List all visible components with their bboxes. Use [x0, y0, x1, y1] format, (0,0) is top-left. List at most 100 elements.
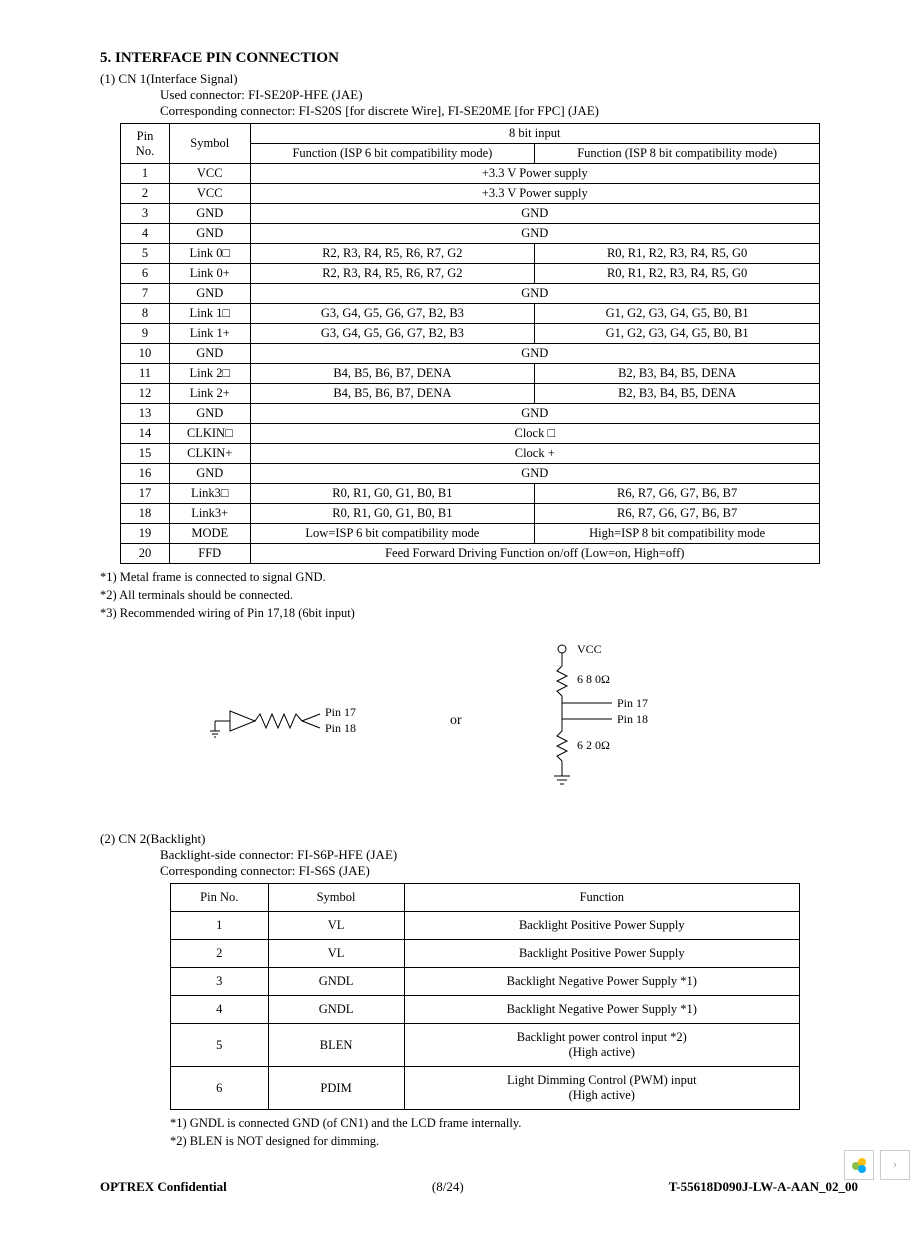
cell-function1: G3, G4, G5, G6, G7, B2, B3: [250, 324, 535, 344]
th-8bit: 8 bit input: [250, 124, 819, 144]
cell-function1: Low=ISP 6 bit compatibility mode: [250, 524, 535, 544]
cell-function1: R2, R3, R4, R5, R6, R7, G2: [250, 264, 535, 284]
wiring-diagram: Pin 17 Pin 18 or VCC 6 8 0Ω Pin 17 Pin 1…: [210, 641, 858, 801]
cell-symbol: VCC: [170, 184, 251, 204]
cell-function1: R0, R1, G0, G1, B0, B1: [250, 484, 535, 504]
corner-controls: ›: [844, 1150, 910, 1180]
cell-function2: R6, R7, G6, G7, B6, B7: [535, 504, 820, 524]
cell-pin: 3: [121, 204, 170, 224]
cell-pin: 3: [171, 968, 269, 996]
cell-symbol: GND: [170, 464, 251, 484]
cell-pin: 4: [171, 996, 269, 1024]
cell-symbol: CLKIN□: [170, 424, 251, 444]
cell-symbol: Link3+: [170, 504, 251, 524]
cell-symbol: PDIM: [268, 1067, 404, 1110]
table-row: 14CLKIN□Clock □: [121, 424, 820, 444]
cell-symbol: VL: [268, 940, 404, 968]
next-page-button[interactable]: ›: [880, 1150, 910, 1180]
cell-function2: B2, B3, B4, B5, DENA: [535, 384, 820, 404]
cell-pin: 11: [121, 364, 170, 384]
cell-symbol: GND: [170, 344, 251, 364]
cell-symbol: CLKIN+: [170, 444, 251, 464]
cell-function: Backlight Negative Power Supply *1): [404, 968, 799, 996]
table-row: 7GNDGND: [121, 284, 820, 304]
cell-function2: R0, R1, R2, R3, R4, R5, G0: [535, 264, 820, 284]
cell-symbol: GND: [170, 284, 251, 304]
table-row: 5Link 0□R2, R3, R4, R5, R6, R7, G2R0, R1…: [121, 244, 820, 264]
table-row: 15CLKIN+Clock +: [121, 444, 820, 464]
cell-symbol: GNDL: [268, 968, 404, 996]
table-row: 5BLENBacklight power control input *2) (…: [171, 1024, 800, 1067]
cell-function: Light Dimming Control (PWM) input (High …: [404, 1067, 799, 1110]
label-r620: 6 2 0Ω: [577, 738, 610, 752]
cell-pin: 19: [121, 524, 170, 544]
footer-left: OPTREX Confidential: [100, 1179, 227, 1195]
cell-function1: G3, G4, G5, G6, G7, B2, B3: [250, 304, 535, 324]
note: *2) BLEN is NOT designed for dimming.: [170, 1134, 858, 1149]
label-pin18: Pin 18: [325, 721, 356, 735]
cell-pin: 9: [121, 324, 170, 344]
cell-symbol: GND: [170, 224, 251, 244]
cell-symbol: GND: [170, 204, 251, 224]
footer-right: T-55618D090J-LW-A-AAN_02_00: [669, 1179, 858, 1195]
cell-pin: 16: [121, 464, 170, 484]
table-row: 18Link3+R0, R1, G0, G1, B0, B1R6, R7, G6…: [121, 504, 820, 524]
cell-function: Backlight power control input *2) (High …: [404, 1024, 799, 1067]
table-row: 1VLBacklight Positive Power Supply: [171, 912, 800, 940]
cell-symbol: GND: [170, 404, 251, 424]
cell-function: GND: [250, 224, 819, 244]
table-row: 3GNDLBacklight Negative Power Supply *1): [171, 968, 800, 996]
cell-function2: R6, R7, G6, G7, B6, B7: [535, 484, 820, 504]
or-label: or: [450, 713, 462, 729]
cell-function1: R0, R1, G0, G1, B0, B1: [250, 504, 535, 524]
cell-function2: R0, R1, R2, R3, R4, R5, G0: [535, 244, 820, 264]
cell-pin: 6: [121, 264, 170, 284]
cell-symbol: BLEN: [268, 1024, 404, 1067]
cell-pin: 5: [171, 1024, 269, 1067]
cell-symbol: VCC: [170, 164, 251, 184]
table-row: 12Link 2+B4, B5, B6, B7, DENAB2, B3, B4,…: [121, 384, 820, 404]
cell-pin: 10: [121, 344, 170, 364]
cn1-heading: (1) CN 1(Interface Signal): [100, 71, 858, 87]
cell-pin: 13: [121, 404, 170, 424]
note: *1) GNDL is connected GND (of CN1) and t…: [170, 1116, 858, 1131]
table-row: 16GNDGND: [121, 464, 820, 484]
cell-function: Feed Forward Driving Function on/off (Lo…: [250, 544, 819, 564]
cell-symbol: Link 2+: [170, 384, 251, 404]
label-pin17: Pin 17: [325, 705, 356, 719]
cell-pin: 12: [121, 384, 170, 404]
th-func2: Function (ISP 8 bit compatibility mode): [535, 144, 820, 164]
th-sym2: Symbol: [268, 884, 404, 912]
cell-function2: G1, G2, G3, G4, G5, B0, B1: [535, 304, 820, 324]
cell-pin: 8: [121, 304, 170, 324]
cn1-table: Pin No. Symbol 8 bit input Function (ISP…: [120, 123, 820, 564]
cn1-notes: *1) Metal frame is connected to signal G…: [100, 570, 858, 621]
th-symbol: Symbol: [170, 124, 251, 164]
label-vcc: VCC: [577, 642, 602, 656]
cell-function: GND: [250, 404, 819, 424]
cell-function: +3.3 V Power supply: [250, 164, 819, 184]
cn2-table: Pin No. Symbol Function 1VLBacklight Pos…: [170, 883, 800, 1110]
table-row: 1VCC+3.3 V Power supply: [121, 164, 820, 184]
cell-function: Clock □: [250, 424, 819, 444]
logo-icon: [844, 1150, 874, 1180]
cell-symbol: Link 0□: [170, 244, 251, 264]
cell-symbol: Link 2□: [170, 364, 251, 384]
section-title: 5. INTERFACE PIN CONNECTION: [100, 50, 858, 67]
cell-function: Clock +: [250, 444, 819, 464]
table-row: 4GNDGND: [121, 224, 820, 244]
cell-symbol: VL: [268, 912, 404, 940]
th-pin2: Pin No.: [171, 884, 269, 912]
cell-pin: 14: [121, 424, 170, 444]
table-row: 13GNDGND: [121, 404, 820, 424]
label-pin17b: Pin 17: [617, 696, 648, 710]
table-row: 8Link 1□G3, G4, G5, G6, G7, B2, B3G1, G2…: [121, 304, 820, 324]
diagram-right: VCC 6 8 0Ω Pin 17 Pin 18 6 2 0Ω: [522, 641, 702, 801]
cell-pin: 20: [121, 544, 170, 564]
cell-function: Backlight Positive Power Supply: [404, 940, 799, 968]
cell-function1: B4, B5, B6, B7, DENA: [250, 384, 535, 404]
cell-pin: 5: [121, 244, 170, 264]
table-row: 20FFDFeed Forward Driving Function on/of…: [121, 544, 820, 564]
cell-symbol: Link 0+: [170, 264, 251, 284]
cell-pin: 6: [171, 1067, 269, 1110]
